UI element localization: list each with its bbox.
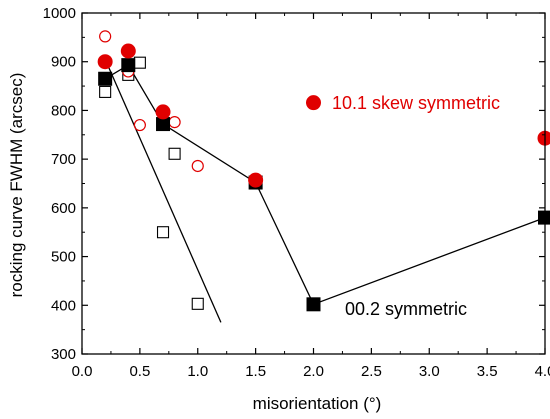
- y-tick-label: 400: [51, 297, 76, 314]
- x-tick-label: 3.0: [419, 363, 440, 380]
- x-tick-label: 1.5: [245, 363, 266, 380]
- point-open-square: [156, 226, 170, 239]
- trend-lines: [104, 59, 222, 323]
- point-filled-square: [156, 117, 171, 132]
- y-tick-label: 500: [51, 249, 76, 266]
- series-label-symmetric: 00.2 symmetric: [345, 299, 467, 319]
- data-points: [97, 30, 550, 312]
- point-filled-circle: [120, 43, 136, 59]
- point-open-circle: [191, 159, 204, 173]
- x-axis-title: misorientation (°): [253, 394, 382, 413]
- y-axis-title: rocking curve FWHM (arcsec): [7, 73, 26, 298]
- point-filled-circle: [248, 172, 264, 188]
- point-open-square: [99, 85, 112, 98]
- point-open-circle: [133, 118, 146, 132]
- x-tick-label: 4.0: [535, 363, 550, 380]
- point-filled-square: [121, 58, 136, 73]
- point-filled-circle: [155, 104, 171, 120]
- point-open-circle: [99, 30, 112, 43]
- x-tick-label: 0.5: [129, 363, 150, 380]
- trend-line: [104, 59, 222, 323]
- y-tick-label: 1000: [43, 5, 76, 22]
- ticks: [81, 12, 546, 355]
- x-tick-label: 3.5: [477, 363, 498, 380]
- x-tick-label: 0.0: [72, 363, 93, 380]
- point-filled-circle: [306, 95, 321, 111]
- y-tick-label: 600: [51, 200, 76, 217]
- y-tick-label: 300: [51, 346, 76, 363]
- point-open-circle: [168, 116, 181, 129]
- point-filled-square: [306, 297, 321, 312]
- series-label-skew-symmetric: 10.1 skew symmetric: [332, 93, 500, 113]
- point-filled-square: [538, 210, 550, 225]
- point-filled-square: [98, 71, 113, 86]
- point-open-square: [191, 297, 204, 310]
- x-tick-label: 2.0: [303, 363, 324, 380]
- y-tick-label: 700: [51, 151, 76, 168]
- point-filled-circle: [537, 130, 550, 146]
- tick-labels: 0.0 0.5 1.0 1.5 2.0 2.5 3.0 3.5 4.0 300 400 500 600 7…: [43, 5, 550, 380]
- point-open-square: [168, 147, 181, 160]
- y-tick-label: 900: [51, 54, 76, 71]
- x-tick-label: 2.5: [361, 363, 382, 380]
- point-open-square: [133, 56, 146, 69]
- y-tick-label: 800: [51, 102, 76, 119]
- x-tick-label: 1.0: [187, 363, 208, 380]
- point-filled-circle: [97, 54, 113, 70]
